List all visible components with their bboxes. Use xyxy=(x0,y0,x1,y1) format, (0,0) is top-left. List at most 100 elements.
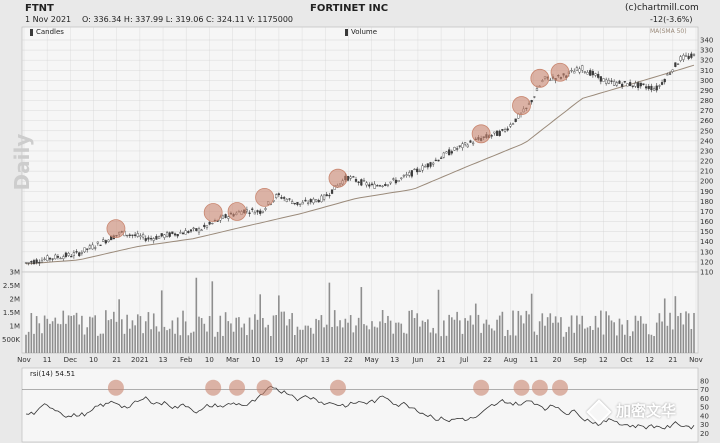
volume-bar xyxy=(83,334,86,353)
volume-bar xyxy=(474,303,477,353)
volume-bar xyxy=(118,299,120,353)
candle-body xyxy=(506,128,509,131)
volume-bar xyxy=(102,333,104,353)
x-tick-label: Sep xyxy=(574,356,588,364)
price-tick-label: 330 xyxy=(700,47,713,55)
x-tick-label: 12 xyxy=(599,356,608,364)
rsi-path xyxy=(25,385,695,430)
volume-bar xyxy=(501,311,504,353)
volume-bar xyxy=(349,315,352,353)
volume-bar xyxy=(387,315,389,353)
candle-body xyxy=(48,257,52,260)
candle-body xyxy=(437,159,440,162)
candle-body xyxy=(384,184,387,186)
x-tick-label: 2021 xyxy=(131,356,149,364)
volume-tick-label: 2.5M xyxy=(3,282,20,290)
volume-bar xyxy=(605,311,607,353)
candle-body xyxy=(397,180,400,182)
volume-bar xyxy=(312,333,315,353)
candle-body xyxy=(147,237,150,240)
volume-bar xyxy=(408,310,411,353)
volume-bar xyxy=(533,331,536,353)
candle-body xyxy=(192,227,195,229)
candle-body xyxy=(104,240,107,244)
volume-bar xyxy=(637,320,639,353)
x-axis-ticks: Nov 11 Dec 10 21 2021 13 Feb 10 Mar 10 19 Apr 13 22 May… xyxy=(17,27,703,364)
volume-bar xyxy=(309,327,312,353)
volume-bar xyxy=(650,334,653,353)
volume-bar xyxy=(43,315,46,353)
volume-bar xyxy=(347,322,349,353)
candle-body xyxy=(179,232,182,234)
volume-bar xyxy=(333,310,336,353)
volume-bar xyxy=(344,318,347,353)
volume-bar xyxy=(376,327,379,353)
change-readout: -12(-3.6%) xyxy=(650,15,693,24)
volume-bar xyxy=(429,332,432,353)
candle-body xyxy=(594,73,597,76)
candle-body xyxy=(325,194,328,197)
candle-body xyxy=(346,176,350,181)
volume-bar xyxy=(490,328,493,353)
volume-bar xyxy=(107,320,110,353)
volume-bar xyxy=(360,287,363,353)
volume-bar xyxy=(147,312,150,353)
volume-bar xyxy=(166,330,168,353)
legend-candles: Candles xyxy=(30,28,64,36)
highlight-circle xyxy=(512,96,531,115)
volume-bar xyxy=(456,311,458,353)
candle-body xyxy=(493,131,496,134)
volume-bar xyxy=(75,312,78,353)
candle-body xyxy=(674,62,677,67)
rsi-highlight-circle xyxy=(107,379,124,396)
volume-bar xyxy=(235,317,238,353)
volume-bar xyxy=(466,320,469,353)
price-tick-label: 150 xyxy=(700,228,713,236)
volume-bar xyxy=(568,326,570,353)
candle-body xyxy=(285,199,288,202)
volume-bar xyxy=(498,315,501,353)
volume-bar xyxy=(504,336,506,353)
volume-bar xyxy=(35,316,38,353)
candle-body xyxy=(24,262,28,264)
volume-bar xyxy=(631,331,634,353)
candle-body xyxy=(450,151,453,154)
volume-bar xyxy=(480,332,482,353)
highlight-circle xyxy=(530,68,550,88)
rsi-tick-label: 70 xyxy=(700,386,709,394)
candle-body xyxy=(408,172,411,176)
candle-body xyxy=(458,145,461,147)
volume-bar xyxy=(315,318,317,353)
price-tick-label: 280 xyxy=(700,97,713,105)
candle-body xyxy=(639,82,642,87)
x-tick-label: 21 xyxy=(437,356,446,364)
candle-body xyxy=(549,79,552,81)
volume-bar xyxy=(562,336,565,353)
volume-bar xyxy=(33,333,35,353)
volume-bar xyxy=(203,323,206,353)
ma-legend: MA(SMA 50) xyxy=(650,28,687,35)
highlight-circle xyxy=(106,219,126,239)
candle-body xyxy=(682,54,685,60)
volume-bar xyxy=(54,317,57,353)
candle-body xyxy=(368,184,371,187)
candle-body xyxy=(293,202,296,205)
price-tick-label: 310 xyxy=(700,67,713,75)
x-tick-label: Jul xyxy=(459,356,469,364)
volume-bar xyxy=(328,282,331,353)
volume-bar xyxy=(541,313,544,353)
price-tick-label: 300 xyxy=(700,77,713,85)
x-tick-label: 20 xyxy=(553,356,562,364)
candle-body xyxy=(163,234,166,238)
candle-body xyxy=(495,130,499,136)
volume-bar xyxy=(30,313,33,353)
candle-body xyxy=(637,82,640,88)
volume-bar xyxy=(371,321,373,353)
volume-bar xyxy=(512,310,514,353)
volume-bar xyxy=(81,315,83,353)
candle-body xyxy=(291,201,294,205)
volume-bar xyxy=(163,326,166,353)
candle-body xyxy=(684,55,688,57)
volume-bar xyxy=(214,336,216,353)
candle-body xyxy=(277,193,280,196)
